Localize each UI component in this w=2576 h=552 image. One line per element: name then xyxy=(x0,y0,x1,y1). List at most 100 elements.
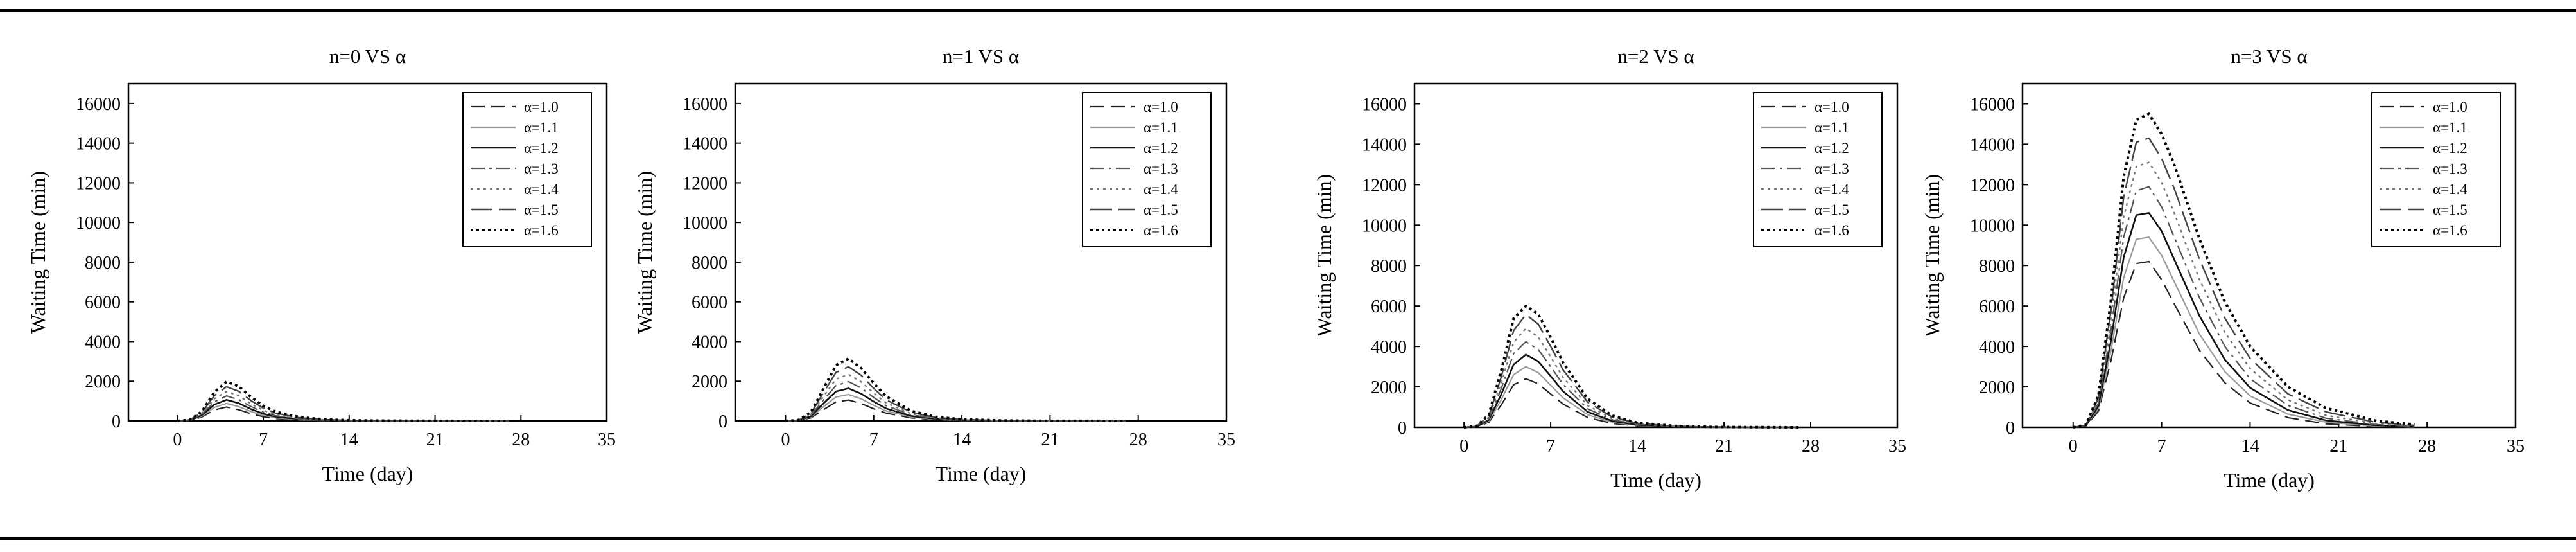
series-line-2 xyxy=(1464,353,1798,429)
y-tick-label: 14000 xyxy=(1970,135,2015,155)
y-tick-label: 0 xyxy=(112,412,121,432)
y-tick-label: 2000 xyxy=(1371,378,1407,398)
series-line-0 xyxy=(2073,260,2415,429)
legend-label: α=1.4 xyxy=(1815,181,1849,197)
y-tick-label: 6000 xyxy=(1371,297,1407,317)
legend-label: α=1.1 xyxy=(524,120,559,136)
legend-box xyxy=(2371,92,2501,247)
x-tick-label: 14 xyxy=(1628,436,1646,456)
x-axis-label: Time (day) xyxy=(936,462,1027,485)
y-tick-label: 10000 xyxy=(683,213,727,233)
series-line-3 xyxy=(2073,186,2415,429)
x-tick-label: 21 xyxy=(1041,430,1059,450)
x-axis-label: Time (day) xyxy=(322,462,413,485)
y-tick-label: 12000 xyxy=(1362,175,1407,195)
legend-label: α=1.4 xyxy=(524,181,559,197)
legend-label: α=1.4 xyxy=(1144,181,1178,197)
series-line-6 xyxy=(177,380,509,422)
series-line-5 xyxy=(1464,314,1798,429)
x-tick-label: 28 xyxy=(512,430,530,450)
y-tick-label: 8000 xyxy=(1979,256,2015,276)
x-tick-label: 35 xyxy=(598,430,616,450)
series-line-2 xyxy=(2073,212,2415,429)
series-line-4 xyxy=(2073,161,2415,429)
y-tick-label: 4000 xyxy=(85,332,121,352)
chart-title: n=3 VS α xyxy=(2231,45,2307,67)
legend-label: α=1.1 xyxy=(1144,120,1178,136)
y-tick-label: 4000 xyxy=(692,332,727,352)
series-line-4 xyxy=(1464,327,1798,429)
x-tick-label: 35 xyxy=(1217,430,1235,450)
legend-label: α=1.5 xyxy=(2433,202,2467,218)
y-tick-label: 2000 xyxy=(1979,378,2015,398)
legend-box xyxy=(1753,92,1883,247)
legend-label: α=1.6 xyxy=(2433,222,2467,238)
series-line-1 xyxy=(2073,236,2415,429)
y-tick-label: 8000 xyxy=(85,253,121,273)
legend-label: α=1.5 xyxy=(524,202,559,218)
y-tick-label: 12000 xyxy=(76,174,121,193)
chart-panel-0: n=0 VS α 0 2000 4000 6000 8000 10000 12000 14000… xyxy=(26,45,616,485)
legend-label: α=1.2 xyxy=(1144,140,1178,156)
legend-label: α=1.6 xyxy=(524,222,559,238)
y-tick-label: 4000 xyxy=(1979,337,2015,357)
x-tick-label: 14 xyxy=(953,430,971,450)
legend-label: α=1.2 xyxy=(524,140,559,156)
y-tick-label: 6000 xyxy=(692,293,727,313)
y-tick-label: 12000 xyxy=(683,174,727,193)
x-tick-label: 14 xyxy=(340,430,358,450)
legend-label: α=1.0 xyxy=(1815,99,1849,115)
y-tick-label: 2000 xyxy=(85,372,121,392)
y-tick-label: 0 xyxy=(2006,418,2015,438)
series-line-1 xyxy=(1464,366,1798,429)
chart-panel-1: n=1 VS α 0 2000 4000 6000 8000 10000 12000 14000… xyxy=(633,45,1235,485)
y-axis-label: Waiting Time (min) xyxy=(1920,174,1944,337)
x-axis-label: Time (day) xyxy=(2224,468,2315,492)
y-tick-label: 16000 xyxy=(1362,94,1407,114)
legend-box xyxy=(1082,92,1212,247)
x-tick-label: 7 xyxy=(1546,436,1555,456)
chart-title: n=0 VS α xyxy=(329,45,406,67)
legend-label: α=1.6 xyxy=(1144,222,1178,238)
y-tick-label: 12000 xyxy=(1970,175,2015,195)
series-line-4 xyxy=(785,373,1126,422)
series-line-1 xyxy=(177,402,509,422)
y-tick-label: 8000 xyxy=(692,253,727,273)
y-tick-label: 10000 xyxy=(76,213,121,233)
series-line-5 xyxy=(785,366,1126,422)
y-tick-label: 14000 xyxy=(683,134,727,154)
x-tick-label: 7 xyxy=(259,430,268,450)
legend-box xyxy=(462,92,592,247)
chart-panel-3: n=3 VS α 0 2000 4000 6000 8000 10000 12000 14000… xyxy=(1920,45,2525,492)
top-rule xyxy=(0,9,2576,12)
x-tick-label: 35 xyxy=(1888,436,1906,456)
series-line-6 xyxy=(785,357,1126,422)
y-tick-label: 4000 xyxy=(1371,337,1407,357)
y-axis-label: Waiting Time (min) xyxy=(633,171,656,334)
y-tick-label: 6000 xyxy=(85,293,121,313)
legend-label: α=1.3 xyxy=(1144,161,1178,177)
y-tick-label: 16000 xyxy=(1970,94,2015,114)
plot-frame xyxy=(1413,82,1899,429)
y-axis-label: Waiting Time (min) xyxy=(1312,174,1336,337)
series-line-2 xyxy=(785,387,1126,422)
x-tick-label: 28 xyxy=(2418,436,2436,456)
chart-title: n=1 VS α xyxy=(943,45,1019,67)
y-tick-label: 16000 xyxy=(76,94,121,114)
y-tick-label: 10000 xyxy=(1970,216,2015,236)
y-tick-label: 2000 xyxy=(692,372,727,392)
chart-title: n=2 VS α xyxy=(1617,45,1694,67)
legend-label: α=1.2 xyxy=(2433,140,2467,156)
legend-label: α=1.5 xyxy=(1815,202,1849,218)
y-tick-label: 0 xyxy=(718,412,727,432)
legend-label: α=1.5 xyxy=(1144,202,1178,218)
x-tick-label: 35 xyxy=(2507,436,2525,456)
bottom-rule xyxy=(0,537,2576,540)
legend-label: α=1.0 xyxy=(1144,99,1178,115)
x-tick-label: 7 xyxy=(2157,436,2166,456)
legend-label: α=1.1 xyxy=(1815,120,1849,136)
series-line-3 xyxy=(177,395,509,422)
x-tick-label: 14 xyxy=(2241,436,2259,456)
x-axis-label: Time (day) xyxy=(1610,468,1701,492)
